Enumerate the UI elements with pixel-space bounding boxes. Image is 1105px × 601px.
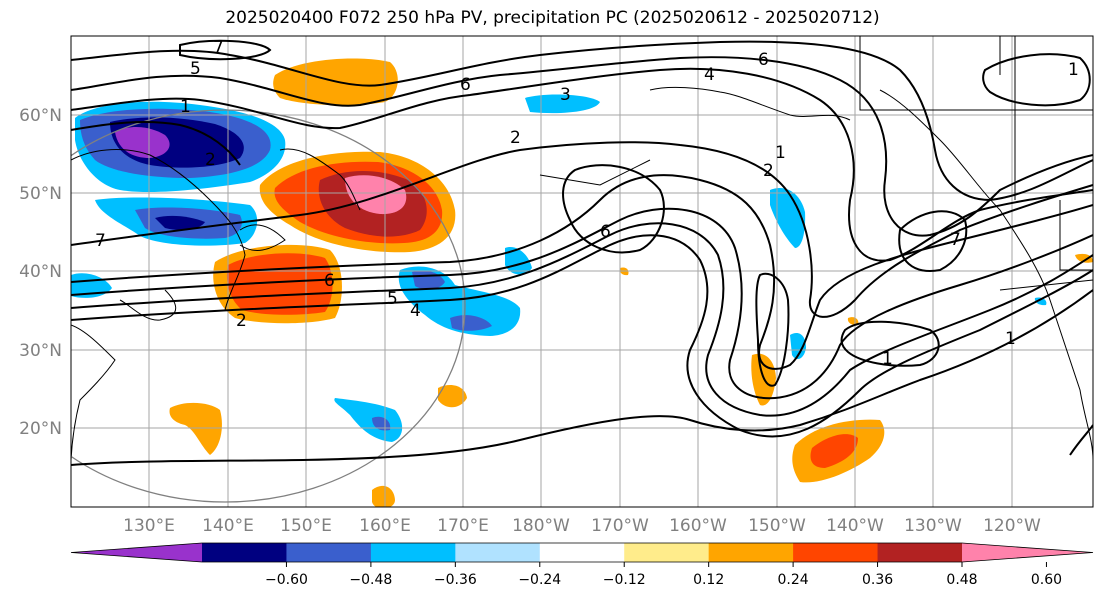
lat-label: 50°N [19,184,62,204]
contour-label: 5 [190,59,201,79]
lon-labels: 130°E 140°E 150°E 160°E 170°E 180°W 170°… [123,516,1041,536]
lat-labels: 60°N 50°N 40°N 30°N 20°N [19,106,62,439]
colorbar-tick-label: 0.48 [946,572,977,588]
contour-label: 2 [236,311,247,331]
map-frame [70,35,1094,508]
contour-labels: 7 5 6 4 6 1 3 2 2 6 1 2 7 6 5 4 2 7 1 1 … [95,38,1079,369]
colorbar-tick-label: −0.60 [265,572,308,588]
lat-label: 40°N [19,262,62,282]
colorbar-segment [539,543,625,562]
lon-label: 160°W [669,516,727,536]
colorbar-segment [708,543,794,562]
colorbar-segment [793,543,879,562]
contour-label: 2 [510,128,521,148]
colorbar-segment [202,543,287,562]
contour-label: 2 [205,150,216,170]
contour-label: 7 [95,231,106,251]
colorbar-segment [370,543,456,562]
colorbar-segment [455,543,541,562]
contour-label: 4 [704,65,715,85]
contour-label: 1 [1005,329,1016,349]
colorbar-tick-label: 0.36 [862,572,893,588]
contour-label: 4 [410,301,421,321]
contour-label: 2 [763,161,774,181]
region-circle [71,109,466,503]
colorbar-segment [877,543,963,562]
colorbar: −0.60 −0.48 −0.36 −0.24 −0.12 0.12 0.24 0.36 0.4… [70,542,1094,588]
colorbar-tick-label: −0.48 [349,572,392,588]
contour-label: 3 [560,85,571,105]
lon-label: 170°E [437,516,489,536]
contour-label: 1 [775,143,786,163]
lon-label: 120°W [983,516,1041,536]
colorbar-segment [624,543,710,562]
pv-contours [71,39,1093,466]
contour-label: 6 [758,50,769,70]
lon-label: 130°W [904,516,962,536]
lon-label: 150°W [748,516,806,536]
colorbar-tick-label: 0.12 [693,572,724,588]
contour-label: 1 [1068,60,1079,80]
lon-label: 160°E [359,516,411,536]
lon-label: 140°W [826,516,884,536]
colorbar-extend-high [962,543,1093,562]
colorbar-tick-label: 0.24 [778,572,809,588]
contour-label: 7 [213,38,224,58]
colorbar-outline [70,542,1094,563]
lon-label: 180°W [512,516,570,536]
contour-label: 6 [600,222,611,242]
colorbar-extend-low [71,543,202,562]
map-title: 2025020400 F072 250 hPa PV, precipitatio… [225,8,880,28]
colorbar-tick-label: −0.12 [603,572,646,588]
contour-label: 7 [950,230,961,250]
contour-label: 5 [387,289,398,309]
contour-label: 6 [324,271,335,291]
contour-label: 6 [460,75,471,95]
lat-label: 30°N [19,341,62,361]
lat-label: 60°N [19,106,62,126]
lon-label: 140°E [202,516,254,536]
lon-label: 170°W [591,516,649,536]
contour-label: 1 [882,349,893,369]
lon-label: 130°E [123,516,175,536]
colorbar-segment [286,543,372,562]
colorbar-tick-label: −0.24 [518,572,561,588]
coastlines [71,36,1093,461]
colorbar-tick-label: −0.36 [434,572,477,588]
contour-label: 1 [180,97,191,117]
colorbar-tick-label: 0.60 [1031,572,1062,588]
lat-label: 20°N [19,419,62,439]
lon-label: 150°E [280,516,332,536]
